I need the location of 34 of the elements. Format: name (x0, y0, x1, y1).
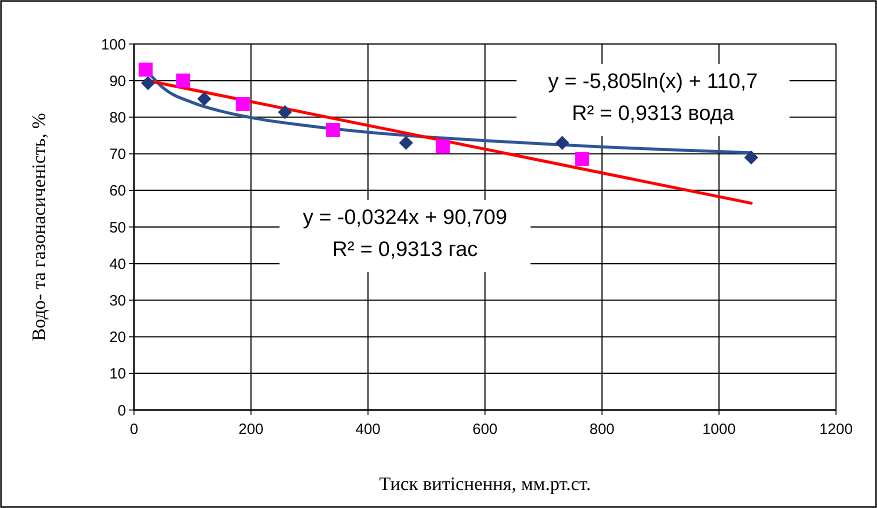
point (138, 62, 153, 77)
x-tick-label: 0 (130, 421, 138, 438)
x-tick-label: 800 (589, 421, 615, 438)
x-tick-label: 1200 (819, 421, 853, 438)
point (236, 97, 250, 112)
y-tick-label: 80 (109, 109, 126, 126)
y-tick-label: 90 (109, 72, 126, 90)
annotation: y = -5,805ln(x) + 110,7 R² = 0,9313 вода (548, 70, 758, 125)
y-tick-label: 100 (100, 36, 126, 54)
point (744, 150, 758, 164)
x-axis-title: Тиск витіснення, мм.рт.ст. (379, 474, 591, 495)
point (399, 136, 414, 150)
point (197, 92, 212, 106)
y-tick-label: 20 (109, 329, 126, 346)
y-tick-label: 60 (109, 182, 126, 200)
point (575, 152, 590, 166)
y-tick-label: 0 (118, 402, 126, 420)
x-tick-label: 400 (355, 421, 381, 438)
x-tick-label: 200 (238, 421, 264, 438)
x-tick-label: 1000 (702, 421, 736, 438)
point (141, 76, 156, 90)
y-axis-title: Водо- та газонасиченість, % (29, 112, 50, 342)
annotation: y = -0,0324x + 90,709 R² = 0,9313 гас (302, 206, 508, 261)
y-tick-label: 10 (109, 366, 126, 383)
point (436, 139, 450, 154)
point (278, 105, 292, 120)
point (176, 74, 190, 88)
point (326, 123, 340, 138)
point (555, 136, 570, 150)
y-tick-label: 50 (109, 219, 126, 236)
y-tick-label: 70 (109, 146, 126, 164)
x-tick-label: 600 (472, 421, 498, 438)
y-tick-label: 30 (109, 292, 126, 310)
y-tick-label: 40 (109, 256, 126, 273)
